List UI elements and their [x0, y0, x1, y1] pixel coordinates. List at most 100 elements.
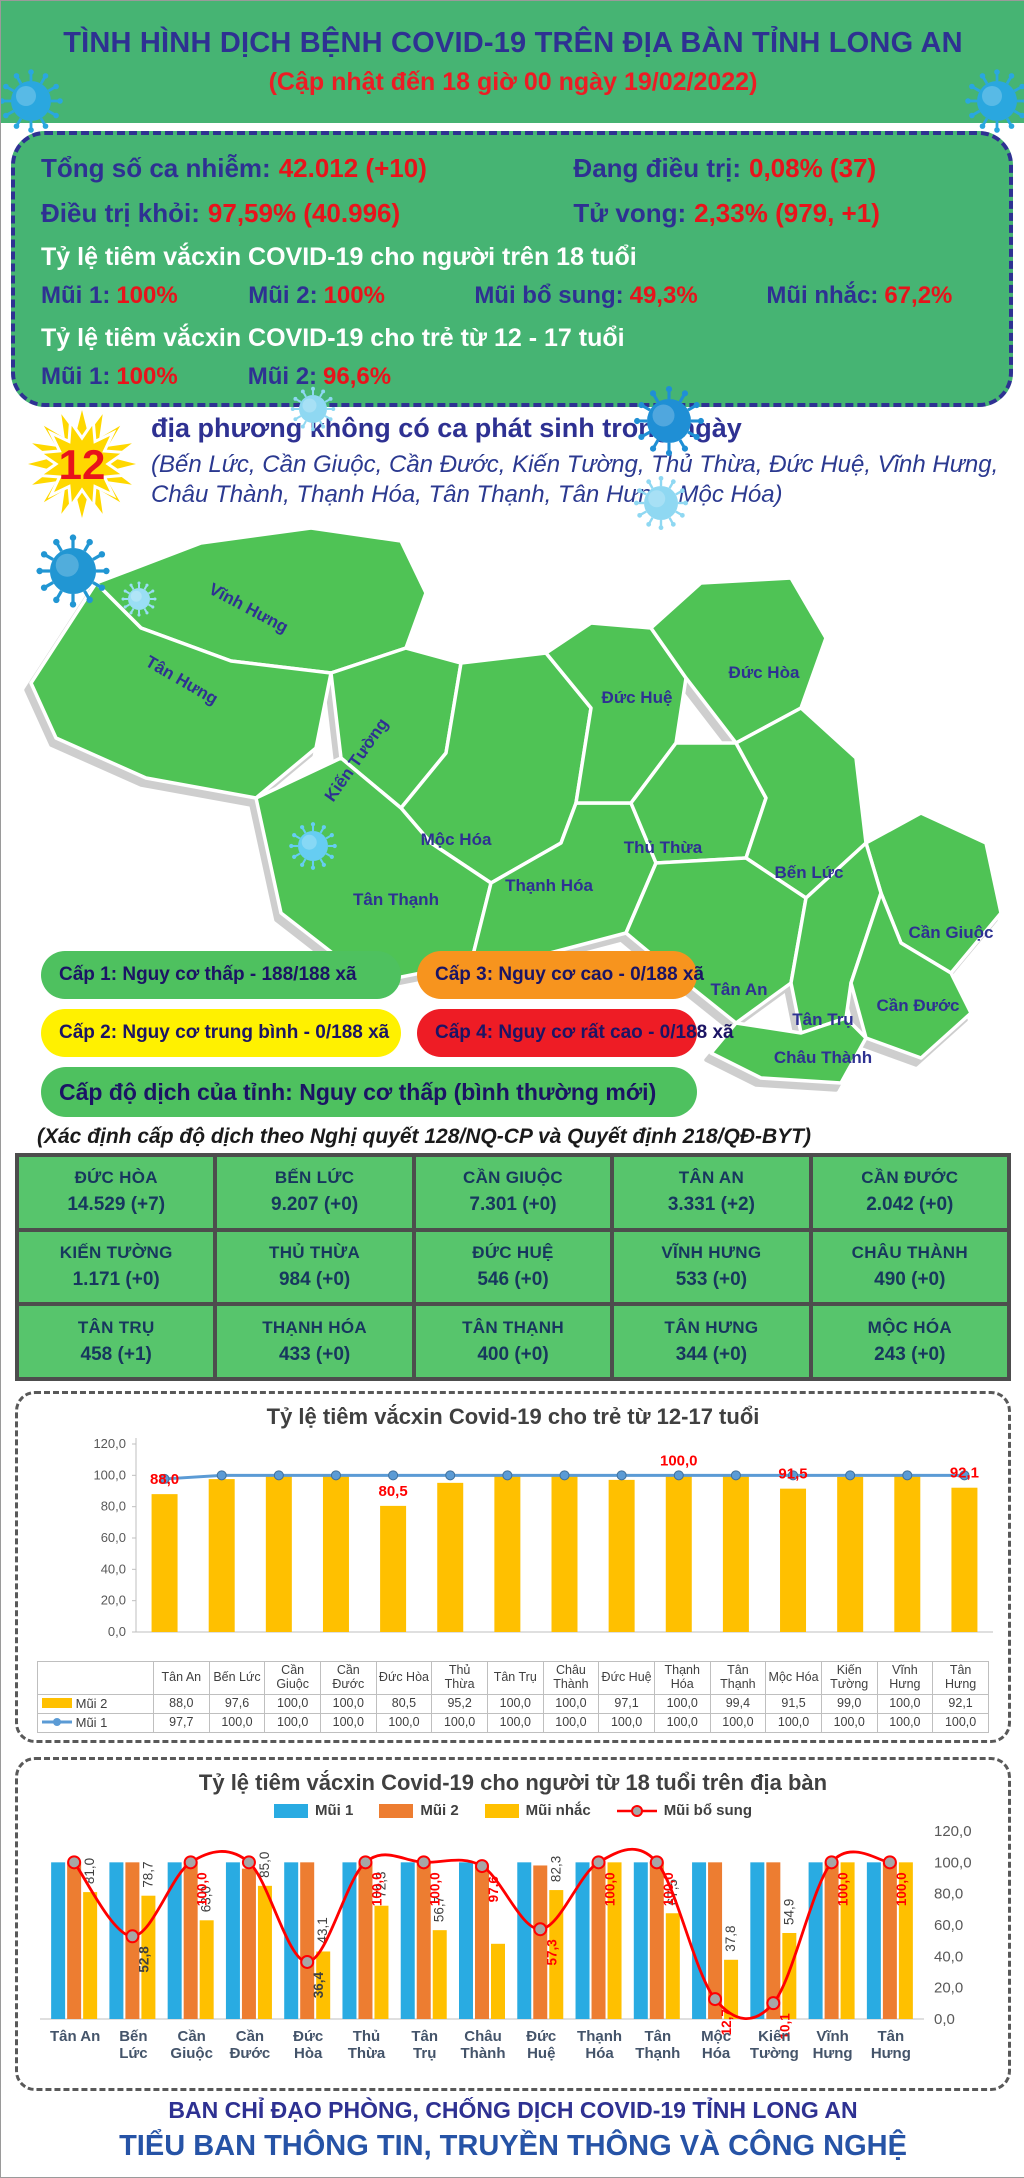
no-new-cases-heading: địa phương không có ca phát sinh trong n… [151, 413, 742, 443]
district-label: Tân An [711, 980, 768, 999]
stat-value: 2,33% (979, +1) [694, 198, 880, 228]
table-cell: TÂN THẠNH 400 (+0) [413, 1304, 613, 1379]
table-value: 100,0 [876, 1712, 934, 1734]
chart2-legend: Mũi 1 Mũi 2 Mũi nhắc Mũi bổ sung [18, 1802, 1008, 1819]
table-cell: ĐỨC HUỆ 546 (+0) [413, 1229, 613, 1305]
bar-mũi-2 [300, 1862, 315, 2019]
bar-mui2 [380, 1505, 407, 1632]
footer-line2: TIỂU BAN THÔNG TIN, TRUYỀN THÔNG VÀ CÔNG… [119, 2130, 907, 2162]
district-name: THỦ THỪA [269, 1242, 361, 1262]
line-marker [882, 1855, 897, 1870]
table-value: 92,1 [932, 1693, 989, 1714]
line-data-label: 57,3 [544, 1939, 559, 1966]
x-axis-label: Trụ [413, 2045, 436, 2062]
table-value: 100,0 [598, 1712, 655, 1734]
bar-data-label: 100,0 [660, 1452, 698, 1469]
district-label: Đức Huệ [602, 688, 673, 707]
legend-swatch [379, 1803, 414, 1818]
bar-data-label: 56,7 [432, 1896, 447, 1922]
table-value: 100,0 [653, 1693, 711, 1714]
district-case-count: 243 (+0) [874, 1343, 946, 1365]
chart2-title: Tỷ lệ tiêm vắcxin Covid-19 cho người từ … [198, 1770, 828, 1795]
x-axis-label: Đức [293, 2028, 323, 2045]
bar-mũi-2 [533, 1865, 548, 2019]
bar-mui2 [551, 1475, 578, 1632]
district-name: KIẾN TƯỜNG [59, 1242, 173, 1262]
dose-rate: Mũi 2: 96,6% [248, 363, 391, 391]
line-marker [502, 1470, 513, 1481]
district-name: CẦN GIUỘC [463, 1168, 563, 1188]
y-tick-label: 40,0 [934, 1948, 963, 1965]
table-cell: CẦN ĐƯỚC 2.042 (+0) [810, 1155, 1009, 1230]
table-value: 88,0 [153, 1693, 210, 1714]
province-map: Vĩnh Hưng Tân Hưng Kiến Tường Mộc Hóa Tân Th… [1, 513, 1024, 1093]
risk-legend-note: (Xác định cấp độ dịch theo Nghị quyết 12… [37, 1125, 811, 1148]
table-cell: BẾN LỨC 9.207 (+0) [215, 1155, 414, 1230]
table-value: 100,0 [486, 1693, 544, 1714]
bar-data-label: 88,0 [150, 1471, 179, 1488]
line-data-label: 100,0 [661, 1872, 676, 1906]
y-tick-label: 60,0 [101, 1530, 126, 1545]
line-marker [475, 1859, 489, 1874]
line-data-label: 97,6 [486, 1876, 501, 1903]
column-header: Mộc Hóa [765, 1661, 822, 1695]
x-axis-label: Đước [230, 2045, 271, 2062]
x-axis-label: Hòa [294, 2045, 323, 2062]
table-value: 99,4 [709, 1693, 767, 1714]
legend-item: Mũi 2 [379, 1802, 459, 1819]
district-name: ĐỨC HUỆ [472, 1242, 554, 1262]
legend-swatch [273, 1803, 308, 1818]
line-marker [533, 1922, 548, 1937]
bar-mui2 [265, 1475, 292, 1632]
line-marker [591, 1855, 606, 1870]
bar-data-label: 80,5 [378, 1483, 407, 1500]
line-marker [67, 1855, 82, 1870]
stat-value: 0,08% (37) [748, 153, 877, 183]
bar-mũi-2 [241, 1868, 256, 2019]
bar-mũi-1 [109, 1862, 124, 2019]
bar-mũi-nhắc [665, 1913, 680, 2019]
bar-mũi-nhắc [141, 1895, 156, 2019]
table-cell: VĨNH HƯNG 533 (+0) [612, 1229, 811, 1305]
district-shape [29, 581, 333, 800]
bar-mui2 [494, 1475, 521, 1632]
bar-data-label: 92,1 [950, 1465, 979, 1482]
bar-mui2 [322, 1475, 349, 1632]
x-axis-label: Hóa [702, 2045, 731, 2062]
bar-mũi-1 [750, 1862, 765, 2019]
column-header: Thủ Thừa [431, 1661, 488, 1695]
chart1-table-header: Tân An Bến Lức Cần Giuộc Cần Đước Đức Hòa Thủ… [37, 1661, 989, 1695]
bar-mui2 [722, 1476, 749, 1632]
y-tick-label: 20,0 [101, 1593, 126, 1608]
x-axis-label: Hưng [813, 2045, 853, 2062]
table-value: 99,0 [820, 1693, 878, 1714]
bar-mũi-2 [358, 1862, 373, 2019]
bar-mui2 [151, 1494, 178, 1632]
line-marker [159, 1473, 170, 1484]
bar-mũi-1 [51, 1862, 66, 2019]
bar-mũi-2 [882, 1862, 897, 2019]
table-value: 100,0 [542, 1712, 600, 1734]
x-axis-label: Lức [119, 2045, 147, 2062]
x-axis-label: Mộc [701, 2028, 731, 2045]
table-value: 91,5 [765, 1693, 822, 1714]
chart1-title: Tỷ lệ tiêm vắcxin Covid-19 cho trẻ từ 12… [266, 1404, 760, 1429]
line-marker [845, 1470, 856, 1481]
stat-label: Điều trị khỏi: [41, 198, 200, 228]
bar-mũi-2 [591, 1862, 606, 2019]
bar-mũi-2 [183, 1862, 198, 2019]
district-case-count: 7.301 (+0) [469, 1194, 557, 1216]
legend-swatch [484, 1803, 519, 1818]
district-label: Cần Đước [877, 996, 960, 1015]
risk-pill: Cấp 4: Nguy cơ rất cao - 0/188 xã [417, 1009, 734, 1057]
district-name: MỘC HÓA [867, 1317, 952, 1337]
table-value: 100,0 [765, 1712, 822, 1734]
summary-stats-panel: Tổng số ca nhiễm: 42.012 (+10) Đang điều t… [11, 131, 1013, 407]
x-axis-label: Kiến [758, 2028, 791, 2045]
table-value: 97,6 [208, 1693, 266, 1714]
district-shape [624, 856, 808, 1025]
bar-mui2 [894, 1475, 921, 1632]
district-case-count: 400 (+0) [477, 1343, 549, 1365]
x-axis-label: Thành [461, 2045, 506, 2062]
stat-item: Điều trị khỏi: 97,59% (40.996) [41, 198, 573, 229]
